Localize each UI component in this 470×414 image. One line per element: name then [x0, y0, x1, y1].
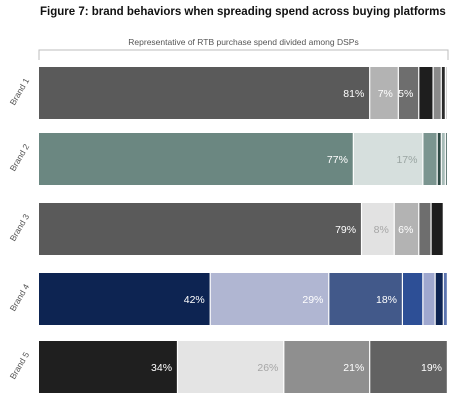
data-label-brand-5-1: 34%: [151, 362, 172, 374]
bar-segment-brand-2-1: [39, 133, 353, 185]
bars-group: 81% 7% 5% 77% 17% 79% 8% 6% 42% 29% 18% 34% 26% 21% 19…: [39, 67, 447, 393]
bar-segment-brand-3-3: [394, 203, 419, 255]
bar-brand-2: 77% 17%: [39, 133, 447, 185]
bar-segment-brand-4-1: [39, 273, 210, 325]
bar-segment-brand-4-2: [210, 273, 329, 325]
data-label-brand-4-3: 18%: [376, 294, 397, 306]
bar-segment-brand-5-3: [284, 341, 370, 393]
data-label-brand-1-3: 5%: [398, 88, 413, 100]
bar-segment-brand-3-1: [39, 203, 361, 255]
bar-segment-brand-2-4: [437, 133, 441, 185]
category-label-brand-5: Brand 5: [8, 350, 32, 381]
bar-segment-brand-4-7: [443, 273, 447, 325]
category-label-brand-1: Brand 1: [8, 76, 32, 107]
bar-segment-brand-2-5: [441, 133, 445, 185]
bar-brand-3: 79% 8% 6%: [39, 203, 447, 255]
bar-segment-brand-3-2: [362, 203, 394, 255]
bar-segment-brand-5-1: [39, 341, 177, 393]
data-label-brand-1-1: 81%: [343, 88, 364, 100]
subtitle-bracket: [38, 49, 449, 60]
chart-subtitle: Representative of RTB purchase spend div…: [128, 37, 358, 47]
category-label-brand-3: Brand 3: [8, 212, 32, 243]
data-label-brand-5-4: 19%: [421, 362, 442, 374]
data-label-brand-2-1: 77%: [327, 154, 348, 166]
bar-segment-brand-4-5: [423, 273, 435, 325]
bar-brand-4: 42% 29% 18%: [39, 273, 447, 325]
data-label-brand-3-2: 8%: [374, 224, 389, 236]
bar-segment-brand-4-4: [403, 273, 423, 325]
bar-segment-brand-1-4: [419, 67, 433, 119]
bar-segment-brand-5-4: [370, 341, 447, 393]
bar-segment-brand-3-5: [431, 203, 443, 255]
data-label-brand-3-3: 6%: [398, 224, 413, 236]
category-label-brand-2: Brand 2: [8, 142, 32, 173]
data-label-brand-2-2: 17%: [396, 154, 417, 166]
bar-segment-brand-1-7: [445, 67, 447, 119]
data-label-brand-3-1: 79%: [335, 224, 356, 236]
data-label-brand-1-2: 7%: [378, 88, 393, 100]
brand-labels-group: Brand 1 Brand 2 Brand 3 Brand 4 Brand 5: [8, 76, 32, 381]
data-label-brand-4-1: 42%: [184, 294, 205, 306]
category-label-brand-4: Brand 4: [8, 282, 32, 313]
data-label-brand-5-3: 21%: [343, 362, 364, 374]
bar-segment-brand-4-6: [435, 273, 443, 325]
data-label-brand-5-2: 26%: [257, 362, 278, 374]
bar-segment-brand-2-6: [445, 133, 447, 185]
bar-segment-brand-3-6: [443, 203, 447, 255]
bar-segment-brand-1-5: [433, 67, 441, 119]
bar-segment-brand-1-1: [39, 67, 370, 119]
bar-segment-brand-4-3: [329, 273, 402, 325]
subtitle-bracket-line: [38, 49, 449, 60]
bar-segment-brand-3-4: [419, 203, 431, 255]
bar-segment-brand-1-2: [370, 67, 398, 119]
bar-segment-brand-2-2: [353, 133, 423, 185]
bar-segment-brand-2-3: [423, 133, 437, 185]
bar-brand-5: 34% 26% 21% 19%: [39, 341, 447, 393]
data-label-brand-4-2: 29%: [302, 294, 323, 306]
chart-title: Figure 7: brand behaviors when spreading…: [40, 6, 446, 18]
bar-segment-brand-5-2: [178, 341, 284, 393]
bar-segment-brand-1-6: [441, 67, 445, 119]
bar-segment-brand-1-3: [398, 67, 419, 119]
bar-brand-1: 81% 7% 5%: [39, 67, 447, 119]
